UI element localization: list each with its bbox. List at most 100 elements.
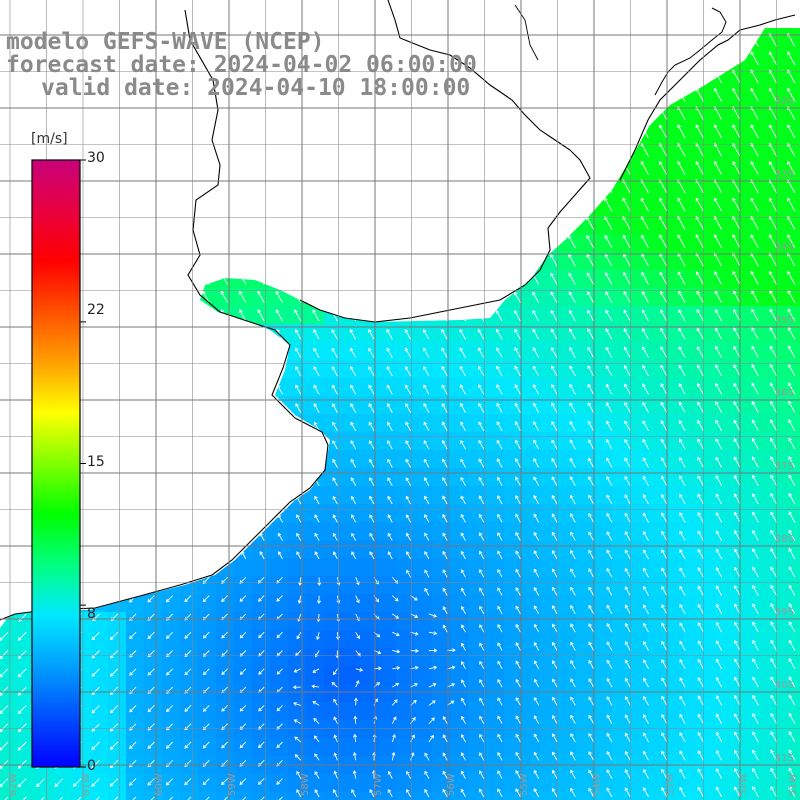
wind-arrow	[734, 695, 741, 706]
wind-arrow	[497, 770, 503, 779]
wind-arrow	[567, 216, 576, 230]
wind-arrow	[752, 474, 759, 487]
wind-arrow	[478, 476, 485, 487]
wind-arrow	[788, 400, 796, 413]
wind-arrow	[477, 254, 485, 267]
wind-arrow	[259, 551, 265, 560]
wind-arrow	[624, 641, 631, 651]
wind-arrow	[332, 789, 338, 798]
wind-arrow	[167, 513, 174, 523]
wind-arrow	[128, 290, 137, 304]
wind-arrow	[384, 28, 393, 29]
wind-arrow	[788, 456, 796, 468]
wind-arrow	[331, 403, 338, 413]
wind-arrow	[367, 273, 375, 285]
wind-arrow	[788, 547, 796, 560]
wind-arrow	[733, 493, 741, 505]
wind-arrow	[751, 456, 759, 468]
wind-arrow	[165, 271, 174, 285]
longitude-label: 59W	[227, 773, 238, 796]
wind-arrow	[424, 587, 430, 596]
wind-arrow	[770, 749, 777, 761]
wind-arrow	[0, 576, 9, 586]
wind-arrow	[311, 161, 320, 175]
wind-arrow	[20, 383, 27, 395]
wind-arrow	[185, 365, 192, 377]
wind-arrow	[0, 595, 9, 604]
wind-arrow	[238, 198, 247, 212]
wind-arrow	[787, 308, 796, 322]
wind-arrow	[293, 0, 300, 10]
wind-arrow	[459, 347, 466, 358]
wind-arrow	[679, 677, 686, 688]
wind-arrow	[586, 235, 594, 249]
wind-arrow	[551, 420, 558, 432]
wind-arrow	[515, 788, 521, 798]
wind-arrow	[788, 492, 796, 505]
wind-arrow	[147, 271, 155, 285]
wind-arrow	[494, 124, 503, 139]
wind-arrow	[220, 290, 228, 304]
wind-arrow	[531, 143, 540, 157]
wind-arrow	[275, 253, 283, 267]
wind-arrow	[697, 438, 704, 450]
wind-arrow	[606, 475, 613, 487]
latitude-label: 35S	[775, 315, 794, 326]
wind-arrow	[18, 160, 27, 175]
wind-arrow	[588, 604, 594, 615]
wind-arrow	[752, 786, 759, 798]
wind-arrow	[259, 495, 265, 505]
wind-arrow	[460, 788, 466, 798]
wind-arrow	[333, 752, 338, 761]
wind-arrow	[428, 648, 438, 653]
wind-arrow	[660, 438, 668, 450]
wind-arrow	[204, 513, 210, 523]
wind-arrow	[533, 421, 540, 432]
wind-arrow	[752, 676, 759, 688]
wind-arrow	[678, 420, 686, 432]
wind-arrow	[109, 723, 119, 732]
wind-arrow	[0, 252, 9, 267]
wind-arrow	[768, 87, 777, 102]
wind-arrow	[587, 439, 594, 450]
wind-arrow	[149, 513, 155, 523]
wind-arrow	[587, 457, 594, 468]
wind-arrow	[533, 769, 540, 779]
wind-arrow	[770, 511, 777, 523]
wind-arrow	[202, 595, 210, 603]
wind-arrow	[331, 273, 338, 285]
wind-arrow	[513, 254, 521, 267]
wind-arrow	[679, 475, 686, 487]
wind-arrow	[678, 309, 686, 322]
wind-arrow	[405, 458, 411, 468]
wind-arrow	[606, 531, 613, 541]
wind-arrow	[128, 28, 137, 29]
wind-arrow	[570, 787, 576, 798]
wind-arrow	[677, 32, 686, 47]
wind-arrow	[331, 291, 338, 304]
wind-arrow	[477, 365, 485, 377]
wind-arrow	[296, 631, 302, 640]
wind-arrow	[332, 532, 338, 541]
wind-arrow	[697, 530, 704, 541]
wind-arrow	[353, 697, 358, 706]
wind-arrow	[423, 347, 430, 358]
wind-arrow	[788, 602, 796, 615]
wind-arrow	[660, 457, 668, 468]
wind-arrow	[275, 309, 283, 322]
wind-arrow	[715, 768, 723, 779]
wind-arrow	[18, 252, 27, 267]
wind-arrow	[146, 142, 155, 157]
wind-arrow	[239, 0, 246, 10]
wind-arrow	[296, 789, 302, 798]
wind-arrow	[479, 715, 485, 724]
wind-arrow	[368, 366, 375, 377]
wind-arrow	[569, 346, 576, 358]
wind-arrow	[604, 142, 613, 157]
wind-arrow	[457, 32, 466, 47]
wind-arrow	[642, 530, 649, 541]
wind-arrow	[404, 347, 411, 358]
wind-arrow	[239, 778, 247, 786]
wind-arrow	[604, 87, 613, 102]
wind-arrow	[221, 595, 228, 603]
